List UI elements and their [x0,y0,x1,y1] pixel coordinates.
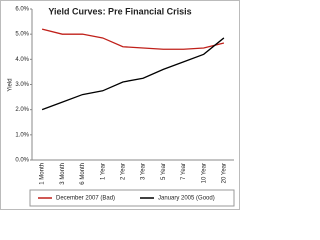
y-tick-label: 3.0% [15,82,29,88]
chart-title: Yield Curves: Pre Financial Crisis [48,6,191,16]
y-tick-label: 6.0% [15,7,29,13]
x-tick-label: 3 Year [141,163,147,180]
x-tick-label: 6 Month [80,163,86,185]
x-tick-label: 1 Year [100,163,106,180]
y-tick-label: 1.0% [15,132,29,138]
y-axis-label: Yield [8,78,14,91]
x-tick-label: 2 Year [120,163,126,180]
chart-frame [0,0,240,210]
legend-label: December 2007 (Bad) [56,196,115,202]
y-tick-label: 0.0% [15,158,29,164]
y-tick-label: 2.0% [15,107,29,113]
x-tick-label: 7 Year [181,163,187,180]
chart: Yield Curves: Pre Financial Crisis Yield… [0,0,240,210]
x-tick-label: 10 Year [201,163,207,183]
y-tick-label: 4.0% [15,57,29,63]
x-tick-label: 20 Year [221,163,227,183]
line-series [41,28,225,50]
x-tick-label: 3 Month [60,163,66,185]
legend-box [29,189,235,207]
x-tick-label: 5 Year [161,163,167,180]
legend-label: January 2005 (Good) [158,196,215,202]
y-tick-label: 5.0% [15,32,29,38]
x-tick-label: 1 Month [40,163,46,185]
line-series [41,37,225,111]
